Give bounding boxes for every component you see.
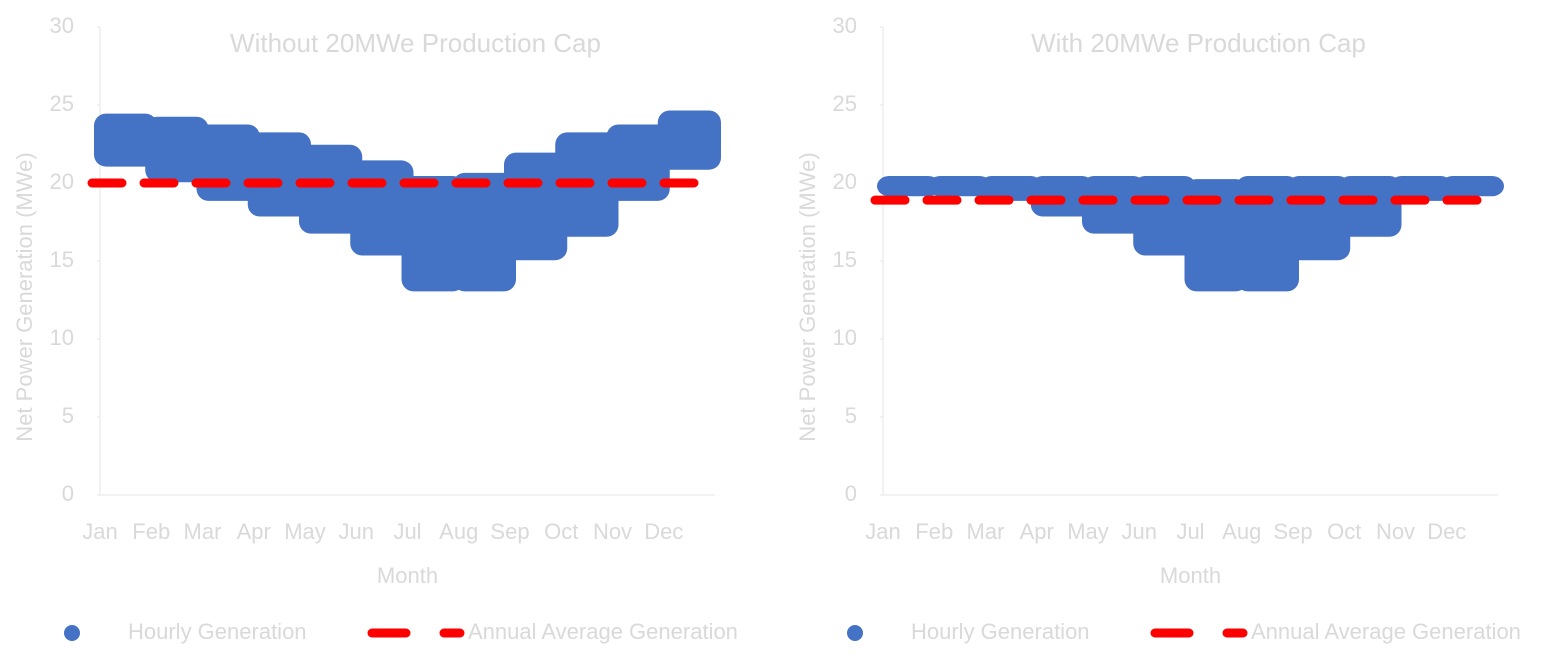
legend-label: Hourly Generation — [128, 619, 307, 644]
y-axis-label: Net Power Generation (MWe) — [12, 152, 37, 441]
x-tick-label: Feb — [915, 519, 953, 544]
y-axis-label: Net Power Generation (MWe) — [795, 152, 820, 441]
x-tick-label: Dec — [1427, 519, 1466, 544]
x-tick-label: Jan — [82, 519, 117, 544]
legend-label: Hourly Generation — [911, 619, 1090, 644]
x-tick-label: Jun — [339, 519, 374, 544]
hourly-range — [1389, 176, 1453, 201]
hourly-range — [1235, 176, 1299, 292]
hourly-range — [1338, 176, 1402, 237]
x-tick-label: Oct — [544, 519, 578, 544]
hourly-range — [401, 176, 465, 292]
y-tick-label: 20 — [833, 169, 857, 194]
hourly-range — [247, 132, 311, 217]
y-tick-label: 30 — [50, 13, 74, 38]
y-tick-label: 30 — [833, 13, 857, 38]
x-tick-label: Jul — [393, 519, 421, 544]
x-tick-label: Mar — [184, 519, 222, 544]
y-tick-label: 15 — [50, 247, 74, 272]
x-tick-label: Aug — [1222, 519, 1261, 544]
hourly-range — [928, 176, 992, 197]
hourly-range — [657, 110, 721, 170]
x-tick-label: May — [1067, 519, 1109, 544]
legend-label: Annual Average Generation — [468, 619, 738, 644]
hourly-range — [452, 172, 516, 292]
chart-title: With 20MWe Production Cap — [1031, 28, 1366, 58]
x-tick-label: Sep — [490, 519, 529, 544]
x-axis-label: Month — [1160, 563, 1221, 588]
x-tick-label: Nov — [593, 519, 632, 544]
legend-marker — [847, 625, 863, 641]
x-tick-label: Feb — [132, 519, 170, 544]
hourly-range — [979, 176, 1043, 201]
hourly-range — [1184, 179, 1248, 292]
chart-title: Without 20MWe Production Cap — [230, 28, 601, 58]
x-tick-label: Mar — [967, 519, 1005, 544]
x-tick-label: Jan — [865, 519, 900, 544]
legend-marker — [64, 625, 80, 641]
x-tick-label: Jun — [1122, 519, 1157, 544]
y-tick-label: 25 — [833, 91, 857, 116]
x-tick-label: Oct — [1327, 519, 1361, 544]
y-tick-label: 0 — [845, 481, 857, 506]
y-tick-label: 5 — [845, 403, 857, 428]
hourly-range — [1082, 176, 1146, 234]
x-tick-label: Aug — [439, 519, 478, 544]
x-tick-label: Apr — [1020, 519, 1054, 544]
x-tick-label: Nov — [1376, 519, 1415, 544]
y-tick-label: 5 — [62, 403, 74, 428]
hourly-range — [1440, 176, 1504, 197]
x-tick-label: May — [284, 519, 326, 544]
y-tick-label: 20 — [50, 169, 74, 194]
x-axis-label: Month — [377, 563, 438, 588]
hourly-range — [145, 116, 209, 183]
hourly-range — [877, 176, 941, 197]
x-tick-label: Sep — [1273, 519, 1312, 544]
hourly-range — [94, 113, 158, 167]
y-tick-label: 10 — [50, 325, 74, 350]
y-tick-label: 25 — [50, 91, 74, 116]
x-tick-label: Jul — [1176, 519, 1204, 544]
x-tick-label: Dec — [644, 519, 683, 544]
y-tick-label: 0 — [62, 481, 74, 506]
y-tick-label: 10 — [833, 325, 857, 350]
x-tick-label: Apr — [237, 519, 271, 544]
hourly-range — [299, 144, 363, 234]
legend-label: Annual Average Generation — [1251, 619, 1521, 644]
y-tick-label: 15 — [833, 247, 857, 272]
